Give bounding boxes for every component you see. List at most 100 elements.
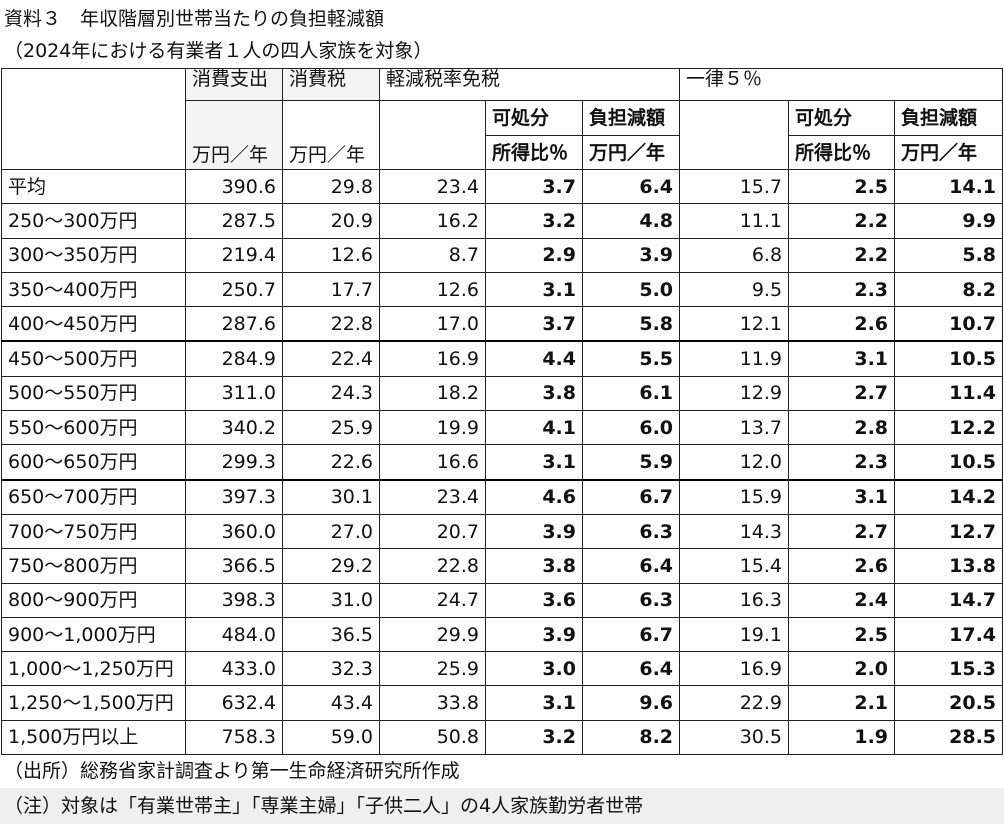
reduced-rate-amount-cell: 16.2 [379,203,486,239]
reduced-rate-disposable-ratio-cell: 3.8 [485,548,583,584]
flat-rate-disposable-ratio-cell: 2.7 [788,375,896,412]
reduced-rate-burden-cell: 6.7 [581,616,681,653]
flat-rate-burden-cell: 14.2 [894,478,1004,515]
header-consumption: 消費支出 [185,68,283,101]
header-flat-burden-line1: 負担減額 [894,100,1004,136]
flat-rate-amount-cell: 15.9 [679,478,790,515]
flat-rate-amount-cell: 22.9 [679,685,790,721]
consumption-cell: 360.0 [185,513,283,550]
reduced-rate-amount-cell: 12.6 [379,271,486,308]
consumption-tax-cell: 22.8 [282,306,380,342]
consumption-tax-cell: 22.4 [282,340,380,377]
consumption-tax-cell: 43.4 [282,685,380,721]
table-row: 400～450万円 287.6 22.8 17.0 3.7 5.8 12.1 2.6 10.7 [1,306,1004,342]
reduced-rate-burden-cell: 6.4 [581,548,681,584]
table-row: 250～300万円 287.5 20.9 16.2 3.2 4.8 11.1 2.2 9.9 [1,203,1004,239]
table-row: 900～1,000万円 484.0 36.5 29.9 3.9 6.7 19.1 2.5 17.… [1,616,1004,653]
flat-rate-amount-cell: 16.9 [679,651,790,687]
income-bracket-cell: 300～350万円 [1,237,186,273]
burden-reduction-table: 消費支出 消費税 軽減税率免税 一律５％ 万円／年 万円／年 可処分 負担減額 … [1,68,1004,756]
flat-rate-burden-cell: 9.9 [894,203,1004,239]
reduced-rate-disposable-ratio-cell: 3.1 [485,271,583,308]
flat-rate-amount-cell: 12.1 [679,306,790,342]
reduced-rate-disposable-ratio-cell: 4.4 [485,340,583,377]
reduced-rate-disposable-ratio-cell: 3.2 [485,203,583,239]
flat-rate-burden-cell: 10.5 [894,340,1004,377]
reduced-rate-amount-cell: 16.6 [379,444,486,481]
flat-rate-amount-cell: 11.1 [679,203,790,239]
consumption-cell: 250.7 [185,271,283,308]
income-bracket-cell: 400～450万円 [1,306,186,342]
flat-rate-burden-cell: 17.4 [894,616,1004,653]
header-reduced-burden-line2: 万円／年 [581,135,681,170]
flat-rate-burden-cell: 12.2 [894,410,1004,446]
flat-rate-burden-cell: 5.8 [894,237,1004,273]
table-row: 1,000～1,250万円 433.0 32.3 25.9 3.0 6.4 16.9 2.0 1… [1,651,1004,687]
flat-rate-disposable-ratio-cell: 2.5 [788,168,896,205]
flat-rate-disposable-ratio-cell: 2.2 [788,237,896,273]
income-bracket-cell: 平均 [1,168,186,205]
table-row: 350～400万円 250.7 17.7 12.6 3.1 5.0 9.5 2.3 8.2 [1,271,1004,308]
flat-rate-amount-cell: 30.5 [679,719,790,756]
flat-rate-burden-cell: 14.1 [894,168,1004,205]
reduced-rate-burden-cell: 6.4 [581,168,681,205]
consumption-tax-cell: 31.0 [282,582,380,618]
header-flat-disposable-line2: 所得比％ [788,135,896,170]
header-reduced-burden-line1: 負担減額 [581,100,681,136]
header-consumption-tax: 消費税 [282,68,380,101]
consumption-cell: 287.6 [185,306,283,342]
header-corner-cell [1,68,186,170]
table-row: 1,250～1,500万円 632.4 43.4 33.8 3.1 9.6 22.9 2.1 2… [1,685,1004,721]
flat-rate-burden-cell: 14.7 [894,582,1004,618]
consumption-cell: 299.3 [185,444,283,481]
income-bracket-cell: 650～700万円 [1,478,186,515]
reduced-rate-burden-cell: 5.0 [581,271,681,308]
reduced-rate-burden-cell: 6.4 [581,651,681,687]
flat-rate-amount-cell: 9.5 [679,271,790,308]
flat-rate-burden-cell: 12.7 [894,513,1004,550]
flat-rate-disposable-ratio-cell: 2.4 [788,582,896,618]
flat-rate-burden-cell: 28.5 [894,719,1004,756]
reduced-rate-amount-cell: 33.8 [379,685,486,721]
income-bracket-cell: 350～400万円 [1,271,186,308]
income-bracket-cell: 900～1,000万円 [1,616,186,653]
reduced-rate-amount-cell: 25.9 [379,651,486,687]
consumption-cell: 340.2 [185,410,283,446]
reduced-rate-disposable-ratio-cell: 3.9 [485,616,583,653]
consumption-cell: 219.4 [185,237,283,273]
reduced-rate-amount-cell: 16.9 [379,340,486,377]
table-row: 550～600万円 340.2 25.9 19.9 4.1 6.0 13.7 2.8 12.2 [1,410,1004,446]
flat-rate-amount-cell: 12.9 [679,375,790,412]
reduced-rate-disposable-ratio-cell: 3.1 [485,685,583,721]
flat-rate-disposable-ratio-cell: 2.1 [788,685,896,721]
consumption-cell: 398.3 [185,582,283,618]
income-bracket-cell: 1,250～1,500万円 [1,685,186,721]
reduced-rate-burden-cell: 8.2 [581,719,681,756]
table-row: 500～550万円 311.0 24.3 18.2 3.8 6.1 12.9 2.7 11.4 [1,375,1004,412]
reduced-rate-amount-cell: 23.4 [379,168,486,205]
consumption-tax-cell: 27.0 [282,513,380,550]
consumption-tax-cell: 59.0 [282,719,380,756]
table-row: 600～650万円 299.3 22.6 16.6 3.1 5.9 12.0 2.3 10.5 [1,444,1004,481]
consumption-tax-cell: 22.6 [282,444,380,481]
flat-rate-disposable-ratio-cell: 2.2 [788,203,896,239]
header-flat-amount-blank [679,100,790,170]
income-bracket-cell: 1,500万円以上 [1,719,186,756]
header-reduced-disposable-line1: 可処分 [485,100,583,136]
reduced-rate-disposable-ratio-cell: 3.7 [485,306,583,342]
flat-rate-amount-cell: 14.3 [679,513,790,550]
income-bracket-cell: 500～550万円 [1,375,186,412]
reduced-rate-disposable-ratio-cell: 4.6 [485,478,583,515]
header-flat-5-percent: 一律５％ [679,68,1004,101]
flat-rate-disposable-ratio-cell: 2.6 [788,306,896,342]
consumption-cell: 287.5 [185,203,283,239]
flat-rate-disposable-ratio-cell: 2.5 [788,616,896,653]
flat-rate-disposable-ratio-cell: 3.1 [788,340,896,377]
reduced-rate-amount-cell: 50.8 [379,719,486,756]
flat-rate-amount-cell: 16.3 [679,582,790,618]
reduced-rate-disposable-ratio-cell: 4.1 [485,410,583,446]
consumption-cell: 284.9 [185,340,283,377]
table-row: 700～750万円 360.0 27.0 20.7 3.9 6.3 14.3 2.7 12.7 [1,513,1004,550]
income-bracket-cell: 700～750万円 [1,513,186,550]
flat-rate-disposable-ratio-cell: 2.0 [788,651,896,687]
